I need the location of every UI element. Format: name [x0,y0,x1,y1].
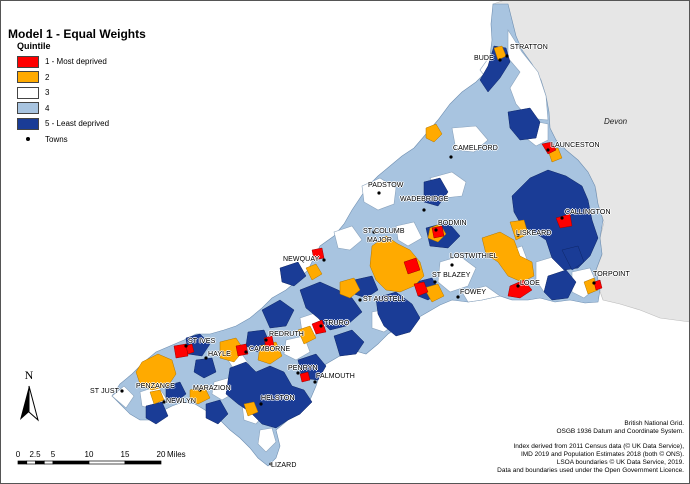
town-label: LOOE [520,280,540,287]
town-label: NEWLYN [166,398,197,405]
scale-tick-label: 2.5 [29,450,41,459]
legend-label: 5 - Least deprived [45,119,110,129]
legend-swatch-white [17,86,39,99]
legend-label: 1 - Most deprived [45,57,107,67]
credit-line: Data and boundaries used under the Open … [497,467,684,475]
town-label: BODMIN [438,220,467,227]
quintile-5-areas [145,45,599,429]
legend-swatch-orange [17,71,39,84]
town-label: PENRYN [288,365,318,372]
north-arrow-icon: N [20,368,39,422]
town-label: ST COLUMB [363,228,405,235]
town-label: TORPOINT [593,271,630,278]
legend-item-quintile-2: 2 [17,70,109,86]
legend-item-towns: Towns [17,132,109,148]
scale-bar: 0 2.5 5 10 15 20 Miles [16,450,186,465]
credit-line: Index derived from 2011 Census data (© U… [513,442,685,450]
town-label: HAYLE [208,351,231,358]
north-label: N [25,368,34,382]
scale-tick-label: 10 [85,450,94,459]
quintile-1-areas [173,141,603,383]
legend: 1 - Most deprived 2 3 4 5 - Least depriv… [17,54,109,147]
credit-line: IMD 2019 and Population Estimates 2018 (… [520,450,684,458]
legend-label: 4 [45,103,50,113]
scale-tick-label: 5 [51,450,56,459]
legend-heading: Quintile [17,41,51,51]
scale-tick-label: 15 [121,450,130,459]
map-title: Model 1 - Equal Weights [8,27,146,41]
town-label: PADSTOW [368,182,404,189]
legend-item-quintile-3: 3 [17,85,109,101]
town-dot-icon [26,137,30,142]
town-label: CAMELFORD [453,145,498,152]
scale-tick-label: 20 [157,450,166,459]
town-label: HELSTON [261,395,295,402]
legend-label: 2 [45,72,50,82]
town-label: ST IVES [188,338,216,345]
legend-label: Towns [45,134,68,144]
credit-line: LSOA boundaries © UK Data Service, 2019. [556,459,684,467]
town-label: TRURO [324,320,350,327]
town-label: STRATTON [510,44,548,51]
town-label: ST BLAZEY [432,272,471,279]
town-label: BUDE [474,55,494,62]
town-label: FOWEY [460,289,487,296]
scale-tick-label: 0 [16,450,21,459]
town-label: LISKEARD [516,230,552,237]
legend-item-quintile-5: 5 - Least deprived [17,116,109,132]
legend-item-quintile-4: 4 [17,101,109,117]
town-label: ST JUST [90,388,119,395]
town-label: REDRUTH [269,331,304,338]
legend-label: 3 [45,88,50,98]
town-label: WADEBRIDGE [400,196,449,203]
town-label: LAUNCESTON [551,142,600,149]
town-label: LOSTWITHIEL [450,253,498,260]
town-label: CAMBORNE [249,346,291,353]
legend-swatch-red [17,55,39,68]
town-label: FALMOUTH [316,373,355,380]
legend-swatch-dark-blue [17,117,39,130]
town-label: CALLINGTON [565,209,611,216]
town-label: PENZANCE [136,383,175,390]
credits-block: British National Grid. OSGB 1936 Datum a… [364,420,684,476]
region-label-devon: Devon [604,117,628,126]
town-label: MARAZION [193,385,231,392]
town-label: ST AUSTELL [363,296,406,303]
town-label: LIZARD [271,462,297,469]
scale-unit-label: Miles [167,450,186,459]
town-label: NEWQUAY [283,256,320,263]
legend-item-quintile-1: 1 - Most deprived [17,54,109,70]
credit-line: British National Grid. [624,420,684,427]
town-markers [120,54,596,466]
credit-line: OSGB 1936 Datum and Coordinate System. [556,428,684,436]
town-label: MAJOR [367,237,392,244]
legend-swatch-light-blue [17,102,39,115]
